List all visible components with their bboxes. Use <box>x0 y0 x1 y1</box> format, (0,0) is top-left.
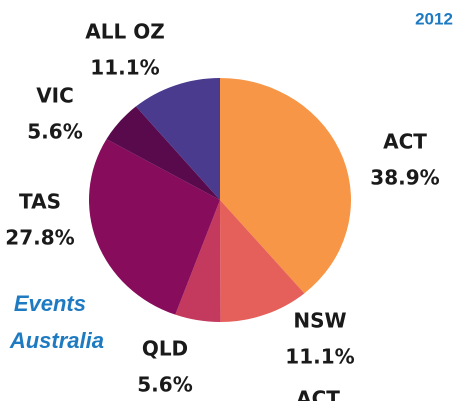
value-label: 11.1% <box>285 345 354 369</box>
slice-label: NSW <box>293 309 346 333</box>
pie-slice <box>106 106 220 200</box>
annotation: Australia <box>9 328 104 353</box>
value-label: 11.1% <box>90 56 159 80</box>
value-label: 5.6% <box>137 373 192 397</box>
annotation: Events <box>14 291 86 316</box>
pie-slice <box>175 200 221 322</box>
annotation: ACT <box>296 387 340 401</box>
value-label: 27.8% <box>5 226 74 250</box>
slice-label: ALL OZ <box>85 20 164 44</box>
slice-label: ACT <box>383 130 427 154</box>
pie-slice <box>135 78 220 200</box>
slice-label: TAS <box>19 190 61 214</box>
slice-label: QLD <box>142 337 188 361</box>
pie-slice <box>220 78 352 294</box>
slice-label: VIC <box>36 84 74 108</box>
pie-slice <box>220 200 305 322</box>
value-label: 38.9% <box>370 166 439 190</box>
chart-title: 2012 <box>415 9 453 28</box>
value-label: 5.6% <box>27 120 82 144</box>
pie-slice <box>88 139 220 315</box>
